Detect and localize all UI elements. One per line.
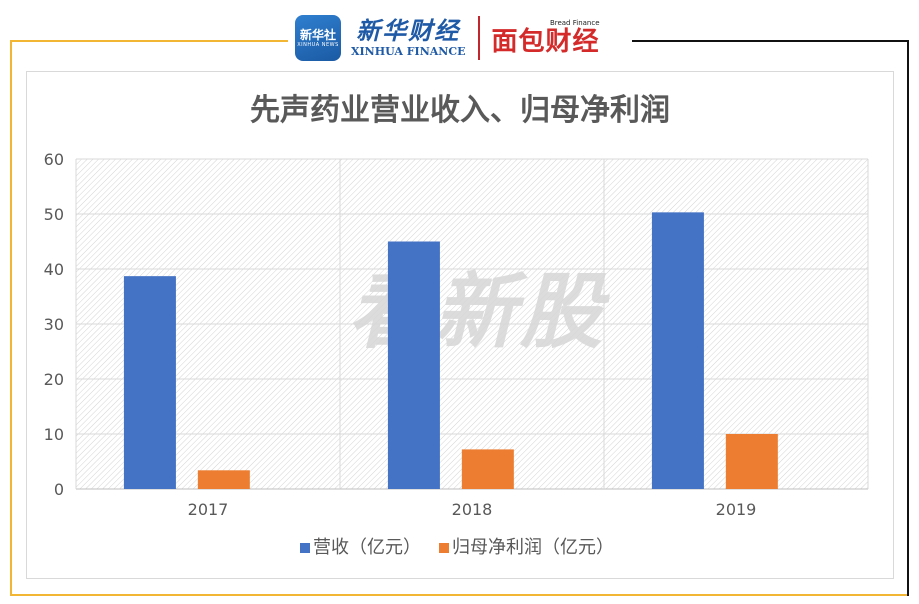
y-tick-label: 0	[54, 480, 64, 499]
xinhua-logo: 新华社 XINHUA NEWS	[295, 15, 341, 61]
y-axis-ticks: 0 10 20 30 40 50 60	[44, 150, 64, 499]
bread-finance-cn: 面包财经	[491, 27, 600, 57]
x-tick-label: 2017	[188, 500, 229, 519]
bar-revenue-2017	[123, 276, 176, 489]
xinhua-finance-en: XINHUA FINANCE	[351, 45, 466, 58]
legend-label: 归母净利润（亿元）	[452, 537, 614, 558]
y-tick-label: 10	[44, 425, 64, 444]
bar-revenue-2018	[387, 241, 440, 489]
legend: 营收（亿元） 归母净利润（亿元）	[300, 537, 614, 558]
header-logos: 新华社 XINHUA NEWS 新华财经 XINHUA FINANCE Brea…	[295, 8, 600, 68]
x-tick-label: 2019	[716, 500, 757, 519]
y-tick-label: 40	[44, 260, 64, 279]
frame-bottom	[10, 594, 909, 596]
frame-top-left	[10, 40, 288, 42]
legend-swatch	[300, 543, 310, 553]
bar-revenue-2019	[651, 212, 704, 489]
bread-finance-logo: Bread Finance 面包财经	[492, 19, 600, 57]
y-tick-label: 30	[44, 315, 64, 334]
y-tick-label: 60	[44, 150, 64, 169]
xinhua-finance-cn: 新华财经	[356, 16, 461, 45]
bars	[123, 212, 778, 489]
watermark: 看新股	[348, 265, 610, 360]
bar-net-profit-2019	[725, 434, 778, 489]
x-axis-ticks: 2017 2018 2019	[188, 500, 757, 519]
frame-left	[10, 40, 12, 596]
grid-lines	[75, 158, 869, 490]
y-tick-label: 50	[44, 205, 64, 224]
xinhua-logo-text: 新华社	[299, 27, 336, 42]
xinhua-logo-subtext: XINHUA NEWS	[297, 41, 339, 48]
x-tick-label: 2018	[452, 500, 493, 519]
bar-net-profit-2018	[461, 449, 514, 489]
y-tick-label: 20	[44, 370, 64, 389]
bread-finance-en: Bread Finance	[549, 19, 600, 27]
chart-title: 先声药业营业收入、归母净利润	[250, 93, 670, 128]
bar-net-profit-2017	[197, 470, 250, 489]
legend-swatch	[439, 543, 449, 553]
frame-top-right	[632, 40, 909, 42]
logo-divider	[477, 16, 480, 60]
legend-label: 营收（亿元）	[313, 537, 421, 558]
chart-container: 先声药业营业收入、归母净利润 看新股 0 10 20 30 40 50 60 2017 201…	[26, 71, 894, 579]
frame-right	[907, 40, 909, 596]
xinhua-finance-logo: 新华财经 XINHUA FINANCE	[351, 17, 466, 59]
